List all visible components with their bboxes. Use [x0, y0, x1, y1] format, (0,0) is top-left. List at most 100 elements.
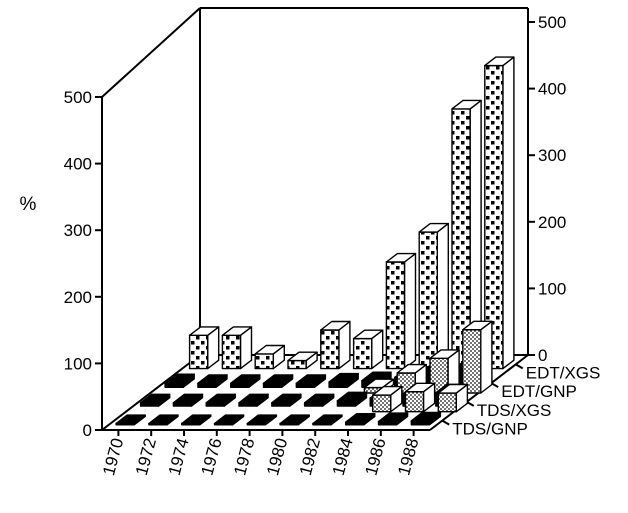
bar-edt-xgs-1978 [320, 320, 351, 370]
x-tick-label: 1980 [263, 436, 291, 477]
bar-tds-gnp-1982 [312, 414, 343, 426]
bars [115, 56, 515, 426]
bar-edt-xgs-1982 [385, 252, 417, 370]
bar-top [188, 326, 220, 336]
depth-tick [441, 419, 450, 426]
left-tick-label: 0 [83, 421, 92, 440]
bar-tds-xgs-1976 [238, 393, 269, 407]
bar-top [418, 222, 449, 233]
floor-left-edge [101, 354, 201, 431]
bar-top [238, 393, 269, 404]
bar-tds-xgs-1978 [271, 393, 302, 407]
bar-front [462, 329, 482, 394]
bar-edt-xgs-1970 [188, 326, 220, 370]
bar-top [279, 414, 310, 425]
bar-side [403, 252, 417, 370]
bar-tds-gnp-1986 [377, 412, 409, 426]
bar-front [372, 394, 392, 413]
bar-front [437, 392, 457, 413]
bar-edt-gnp-1976 [262, 374, 294, 388]
bar-edt-xgs-1988 [484, 56, 515, 370]
overlay-bar-1984 [372, 385, 403, 413]
bar-top [451, 99, 482, 110]
right-tick-label: 0 [538, 346, 547, 365]
x-tick-label: 1988 [394, 436, 422, 477]
bar-side [436, 222, 449, 370]
bar-top [139, 393, 171, 404]
bar-top [254, 344, 285, 355]
bar-front [352, 337, 373, 370]
bar-top [363, 378, 395, 389]
series-label: TDS/XGS [477, 401, 552, 420]
bar-front [404, 391, 425, 413]
left-tick-label: 100 [64, 354, 92, 373]
x-tick-label: 1976 [198, 436, 226, 477]
bar-top [320, 320, 351, 331]
bar-top [312, 414, 343, 425]
x-tick-label: 1970 [99, 436, 127, 477]
bar-top [205, 393, 237, 404]
overlay-bar-1988 [462, 320, 493, 394]
bar-front [254, 353, 274, 370]
bar-top [303, 393, 335, 404]
y-axis-label: % [20, 194, 37, 215]
bar-tds-gnp-1988 [410, 411, 442, 426]
bar-top [385, 252, 417, 263]
back-left-diagonal [101, 7, 201, 98]
bar-edt-gnp-1980 [328, 372, 359, 388]
bar-front [336, 400, 357, 407]
bar-top [295, 374, 327, 384]
bar-top [336, 391, 368, 402]
right-tick-label: 200 [538, 213, 566, 232]
bar-front [418, 231, 438, 370]
bar-tds-gnp-1972 [148, 414, 179, 426]
bar-front [385, 261, 406, 370]
bar-top [484, 56, 515, 67]
tick-marks [95, 21, 535, 436]
right-tick-label: 500 [538, 13, 566, 32]
x-tick-label: 1978 [230, 436, 258, 477]
right-tick-label: 400 [538, 80, 566, 99]
bar-top [462, 320, 493, 331]
bar-tds-xgs-1970 [139, 393, 171, 407]
bar-tds-gnp-1970 [115, 414, 146, 426]
bar-front [221, 334, 242, 370]
bar-top [262, 374, 294, 384]
bar-top [372, 385, 403, 396]
series-label: TDS/GNP [452, 420, 528, 439]
bar-top [197, 374, 228, 384]
left-tick-label: 300 [64, 221, 92, 240]
bar-side [480, 320, 493, 394]
bar-edt-xgs-1972 [221, 326, 253, 370]
series-label: EDT/XGS [526, 363, 601, 382]
bar-tds-xgs-1980 [303, 393, 335, 407]
bar-tds-gnp-1984 [345, 413, 376, 426]
bar-top [377, 412, 409, 423]
bar-tds-gnp-1978 [246, 414, 278, 426]
bar-top [345, 413, 376, 423]
bar-top [396, 363, 427, 374]
x-tick-label: 1972 [132, 436, 160, 477]
bar-front [328, 381, 348, 388]
bar-top [164, 373, 195, 384]
bar-top [115, 414, 146, 425]
right-tick-label: 300 [538, 146, 566, 165]
overlay-bar-1988 [437, 383, 469, 413]
bar-edt-xgs-1976 [287, 351, 318, 370]
bar-top [352, 329, 384, 340]
depth-tick [515, 363, 524, 370]
bar-edt-xgs-1984 [418, 222, 449, 370]
bar-tds-xgs-1974 [205, 393, 237, 407]
bar-top [180, 414, 212, 425]
bar-top [287, 351, 318, 362]
bar-top [429, 349, 460, 359]
bar-top [246, 414, 278, 425]
bar-top [172, 393, 204, 404]
bar-tds-gnp-1974 [180, 414, 212, 426]
x-tick-label: 1986 [362, 436, 390, 477]
bar-side [502, 56, 515, 370]
bar-top [271, 393, 302, 404]
bar-front [287, 359, 307, 370]
bar-top [148, 414, 179, 425]
bar-edt-gnp-1972 [197, 374, 228, 388]
